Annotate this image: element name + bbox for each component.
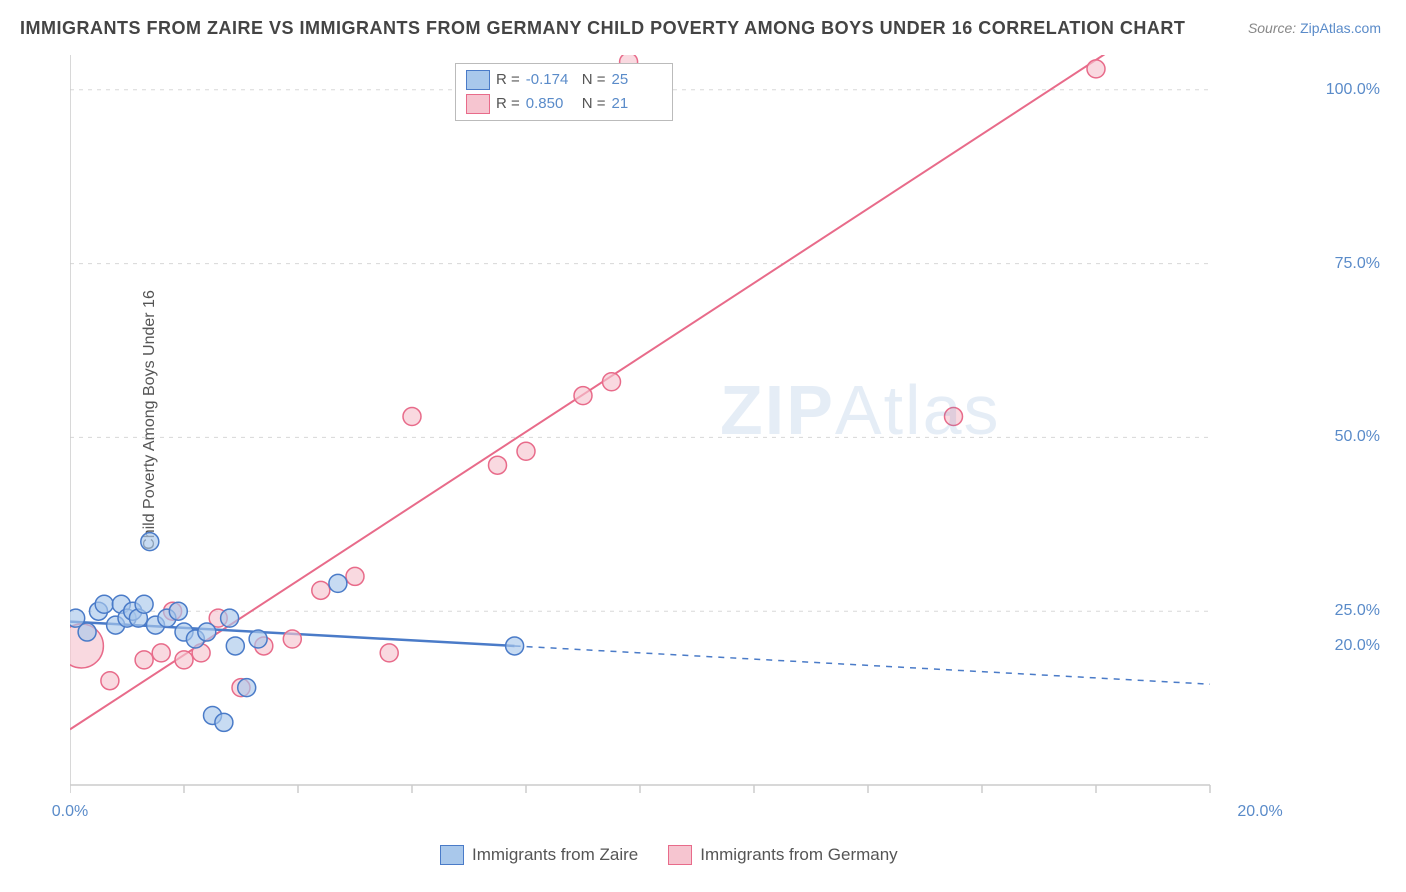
- y-tick-label: 50.0%: [1335, 428, 1380, 446]
- legend-stats-row: R =-0.174N =25: [466, 68, 662, 92]
- chart-svg: [70, 55, 1300, 815]
- y-tick-label: 20.0%: [1335, 637, 1380, 655]
- source-value: ZipAtlas.com: [1300, 20, 1381, 36]
- y-tick-label: 25.0%: [1335, 602, 1380, 620]
- x-tick-label: 0.0%: [52, 803, 88, 821]
- legend-n-value: 21: [612, 92, 662, 116]
- legend-item: Immigrants from Zaire: [440, 845, 638, 865]
- source-credit: Source: ZipAtlas.com: [1248, 20, 1381, 36]
- legend-r-label: R =: [496, 68, 520, 92]
- source-label: Source:: [1248, 20, 1296, 36]
- legend-n-label: N =: [582, 92, 606, 116]
- legend-label: Immigrants from Germany: [700, 845, 897, 865]
- legend-r-value: 0.850: [526, 92, 576, 116]
- legend-r-label: R =: [496, 92, 520, 116]
- y-tick-label: 75.0%: [1335, 255, 1380, 273]
- legend-r-value: -0.174: [526, 68, 576, 92]
- legend-n-value: 25: [612, 68, 662, 92]
- legend-swatch: [466, 94, 490, 114]
- chart-area: 20.0%25.0%50.0%75.0%100.0% 0.0%20.0%: [70, 55, 1380, 835]
- x-tick-label: 20.0%: [1237, 803, 1282, 821]
- y-tick-label: 100.0%: [1326, 81, 1380, 99]
- legend-stats: R =-0.174N =25R =0.850N =21: [455, 63, 673, 121]
- legend-swatch: [440, 845, 464, 865]
- legend-series: Immigrants from Zaire Immigrants from Ger…: [440, 845, 898, 865]
- legend-item: Immigrants from Germany: [668, 845, 897, 865]
- legend-swatch: [668, 845, 692, 865]
- chart-title: IMMIGRANTS FROM ZAIRE VS IMMIGRANTS FROM…: [20, 18, 1185, 39]
- legend-label: Immigrants from Zaire: [472, 845, 638, 865]
- legend-n-label: N =: [582, 68, 606, 92]
- legend-swatch: [466, 70, 490, 90]
- legend-stats-row: R =0.850N =21: [466, 92, 662, 116]
